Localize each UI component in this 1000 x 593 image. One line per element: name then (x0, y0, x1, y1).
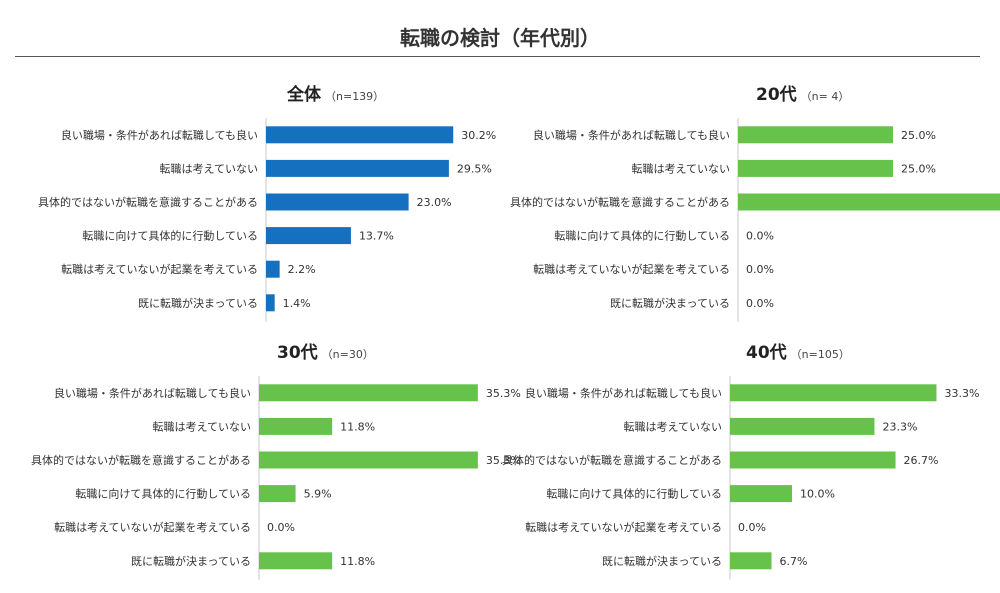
data-label: 5.9% (304, 488, 332, 501)
bar (266, 227, 351, 245)
data-label: 33.3% (944, 387, 979, 400)
category-label: 転職は考えていない (632, 162, 730, 175)
data-label: 11.8% (340, 555, 375, 568)
bar (259, 451, 478, 469)
category-label: 良い職場・条件があれば転職しても良い (525, 386, 722, 400)
bar (266, 126, 454, 144)
panel-title-text: 40代 (746, 343, 787, 363)
category-label: 既に転職が決まっている (602, 554, 722, 568)
category-label: 転職に向けて具体的に行動している (82, 229, 258, 243)
bar (738, 159, 893, 177)
category-label: 転職に向けて具体的に行動している (554, 229, 730, 243)
data-label: 29.5% (457, 162, 492, 175)
category-label: 転職は考えていないが起業を考えている (533, 262, 730, 276)
chart-40s: 良い職場・条件があれば転職しても良い 33.3% 転職は考えていない 23.3% 具体的… (502, 376, 979, 580)
data-label: 25.0% (901, 129, 936, 142)
panel-title-text: 全体 (287, 85, 321, 105)
data-label: 23.0% (417, 196, 452, 209)
title-divider (15, 56, 980, 57)
data-label: 6.7% (780, 555, 808, 568)
category-label: 具体的ではないが転職を意識することがある (502, 453, 722, 467)
bar (730, 552, 772, 570)
bar (730, 384, 937, 402)
category-label: 転職は考えていないが起業を考えている (54, 520, 251, 534)
panel-title-40s: 40代 （n=105） (746, 341, 850, 365)
panel-subtitle-text: （n=105） (790, 348, 850, 361)
data-label: 0.0% (746, 230, 774, 243)
bar (730, 485, 792, 503)
bar (266, 159, 449, 177)
panel-subtitle-text: （n=139） (325, 90, 385, 103)
data-label: 35.3% (486, 454, 521, 467)
data-label: 0.0% (746, 297, 774, 310)
category-label: 転職は考えていない (153, 420, 251, 433)
data-label: 25.0% (901, 162, 936, 175)
category-label: 既に転職が決まっている (610, 296, 730, 310)
panel-title-20s: 20代 （n= 4） (756, 83, 849, 107)
category-label: 転職に向けて具体的に行動している (75, 487, 251, 501)
bar (259, 417, 333, 435)
category-label: 良い職場・条件があれば転職しても良い (61, 128, 258, 142)
page-title: 転職の検討（年代別） (400, 26, 600, 50)
category-label: 既に転職が決まっている (131, 554, 251, 568)
data-label: 1.4% (283, 297, 311, 310)
chart-overall: 良い職場・条件があれば転職しても良い 30.2% 転職は考えていない 29.5% 具体的… (38, 118, 496, 322)
bar (259, 384, 478, 402)
bar (266, 294, 275, 312)
bar (259, 485, 296, 503)
category-label: 良い職場・条件があれば転職しても良い (533, 128, 730, 142)
data-label: 35.3% (486, 387, 521, 400)
panel-title-text: 30代 (277, 343, 318, 363)
panel-title-30s: 30代 （n=30） (277, 341, 374, 365)
data-label: 2.2% (288, 263, 316, 276)
bar (738, 193, 1000, 211)
category-label: 転職は考えていない (624, 420, 722, 433)
data-label: 26.7% (904, 454, 939, 467)
category-label: 具体的ではないが転職を意識することがある (38, 195, 258, 209)
category-label: 既に転職が決まっている (138, 296, 258, 310)
data-label: 30.2% (461, 129, 496, 142)
bar (730, 417, 875, 435)
bar (259, 552, 333, 570)
data-label: 0.0% (738, 521, 766, 534)
bar (738, 126, 893, 144)
data-label: 11.8% (340, 420, 375, 433)
category-label: 良い職場・条件があれば転職しても良い (54, 386, 251, 400)
panel-subtitle-text: （n=30） (321, 348, 374, 361)
data-label: 10.0% (800, 488, 835, 501)
bar (266, 260, 280, 278)
data-label: 0.0% (746, 263, 774, 276)
data-label: 23.3% (882, 420, 917, 433)
data-label: 13.7% (359, 230, 394, 243)
category-label: 転職に向けて具体的に行動している (546, 487, 722, 501)
bar (266, 193, 409, 211)
category-label: 具体的ではないが転職を意識することがある (510, 195, 730, 209)
category-label: 転職は考えていない (160, 162, 258, 175)
panel-title-text: 20代 (756, 85, 797, 105)
chart-20s: 良い職場・条件があれば転職しても良い 25.0% 転職は考えていない 25.0% 具体的… (510, 118, 1000, 322)
category-label: 具体的ではないが転職を意識することがある (31, 453, 251, 467)
data-label: 0.0% (267, 521, 295, 534)
bar (730, 451, 896, 469)
panel-subtitle-text: （n= 4） (800, 90, 850, 103)
chart-30s: 良い職場・条件があれば転職しても良い 35.3% 転職は考えていない 11.8% 具体的… (31, 376, 521, 580)
panel-title-overall: 全体 （n=139） (287, 83, 384, 107)
category-label: 転職は考えていないが起業を考えている (525, 520, 722, 534)
category-label: 転職は考えていないが起業を考えている (61, 262, 258, 276)
